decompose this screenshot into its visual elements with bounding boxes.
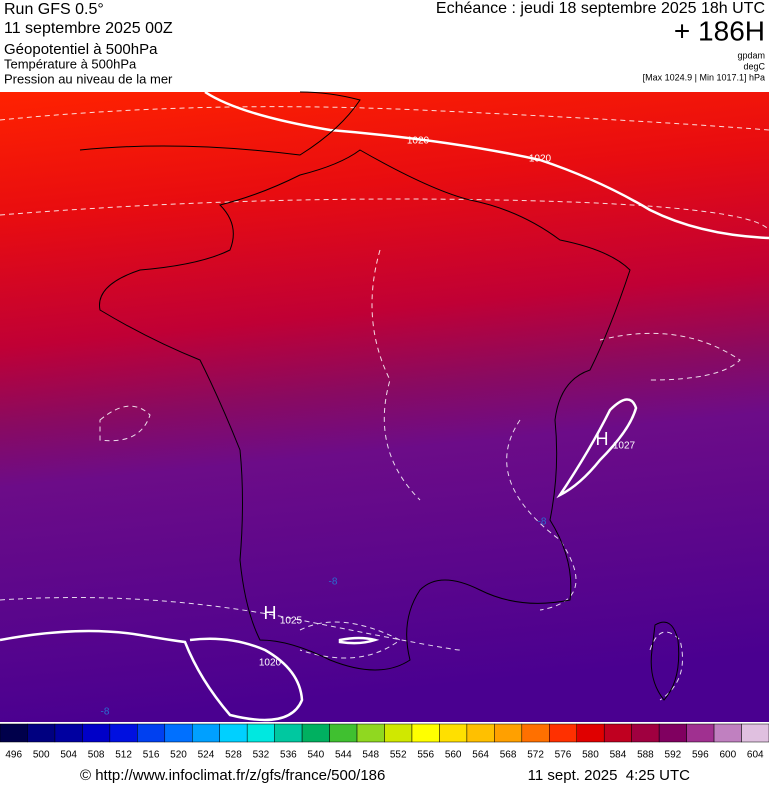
colorbar-label: 508 [88,750,105,761]
colorbar-label: 552 [390,750,407,761]
colorbar-label: 604 [747,750,764,761]
map-label: 1027 [613,441,636,452]
color-swatch [549,723,577,743]
colorbar-label: 600 [719,750,736,761]
color-swatch [82,723,111,743]
colorbar-label: 588 [637,750,654,761]
footer: © http://www.infoclimat.fr/z/gfs/france/… [80,767,690,784]
color-swatch [439,723,468,743]
colorbar-label: 504 [60,750,77,761]
colorbar-label: 500 [33,750,50,761]
color-swatch [658,723,687,743]
color-swatch [686,723,715,743]
colorbar-label: 556 [417,750,434,761]
color-swatch [274,723,303,743]
colorbar-label: 548 [362,750,379,761]
header: Run GFS 0.5° 11 septembre 2025 00Z Géopo… [4,0,766,86]
map-label: -8 [329,577,338,588]
color-swatch [301,723,330,743]
color-swatch [329,723,358,743]
colorbar-label: 560 [445,750,462,761]
color-swatch [411,723,440,743]
colorbar-label: 536 [280,750,297,761]
color-swatch [164,723,193,743]
map-label: 1020 [407,136,430,147]
run-date: 11 septembre 2025 00Z [4,20,173,37]
color-swatch [713,723,742,743]
colorbar: 496 500 504 508 512 516 520 524 528 532 536 540 544 5… [0,723,769,761]
colorbar-label: 496 [5,750,22,761]
field: Pression au niveau de la mer [4,71,173,86]
colorbar-label: 564 [472,750,489,761]
field: Géopotentiel à 500hPa [4,41,158,58]
pressure-isolines [0,90,769,722]
pressure-range: [Max 1024.9 | Min 1017.1] hPa [643,72,765,82]
colorbar-label: 516 [143,750,160,761]
color-swatch [54,723,83,743]
colorbar-label: 540 [307,750,324,761]
colorbar-label: 512 [115,750,132,761]
source-url: © http://www.infoclimat.fr/z/gfs/france/… [80,767,385,784]
color-swatch [356,723,385,743]
colorbar-label: 592 [665,750,682,761]
map-label: H [596,429,609,449]
field: Température à 500hPa [4,56,137,71]
map-label: 1025 [280,616,303,627]
map-background [0,92,769,722]
colorbar-label: 596 [692,750,709,761]
corsica [650,621,680,701]
lead-time: + 186H [674,15,765,46]
color-swatch [494,723,523,743]
colorbar-label: 520 [170,750,187,761]
colorbar-label: 532 [253,750,270,761]
colorbar-label: 528 [225,750,242,761]
color-swatch [0,723,28,743]
color-swatch [603,723,632,743]
color-swatch [521,723,550,743]
coastline [99,149,631,671]
temperature-isolines [0,106,769,701]
colorbar-label: 580 [582,750,599,761]
color-swatch [631,723,660,743]
color-swatch [27,723,56,743]
timestamp: 11 sept. 2025 4:25 UTC [528,767,690,784]
colorbar-label: 568 [500,750,517,761]
map-label: 1020 [529,154,552,165]
colorbar-label: 572 [527,750,544,761]
unit: degC [743,61,765,71]
color-swatch [137,723,166,743]
run: Run GFS 0.5° [4,1,104,18]
map-label: H [264,603,277,623]
colorbar-label: 584 [610,750,627,761]
unit: gpdam [737,50,765,60]
map-label: -8 [101,707,110,718]
echeance: Echéance : jeudi 18 septembre 2025 18h U… [436,0,765,17]
color-swatch [576,723,605,743]
colorbar-label: 524 [198,750,215,761]
color-swatch [192,723,220,743]
color-swatch [219,723,248,743]
color-swatch [384,723,413,743]
map-label: -8 [538,517,547,528]
color-swatch [741,723,769,743]
colorbar-label: 576 [555,750,572,761]
color-swatch [109,723,138,743]
uk-coast [79,91,361,156]
color-swatch [246,723,275,743]
map-label: 1020 [259,658,282,669]
colorbar-label: 544 [335,750,352,761]
color-swatch [466,723,495,743]
